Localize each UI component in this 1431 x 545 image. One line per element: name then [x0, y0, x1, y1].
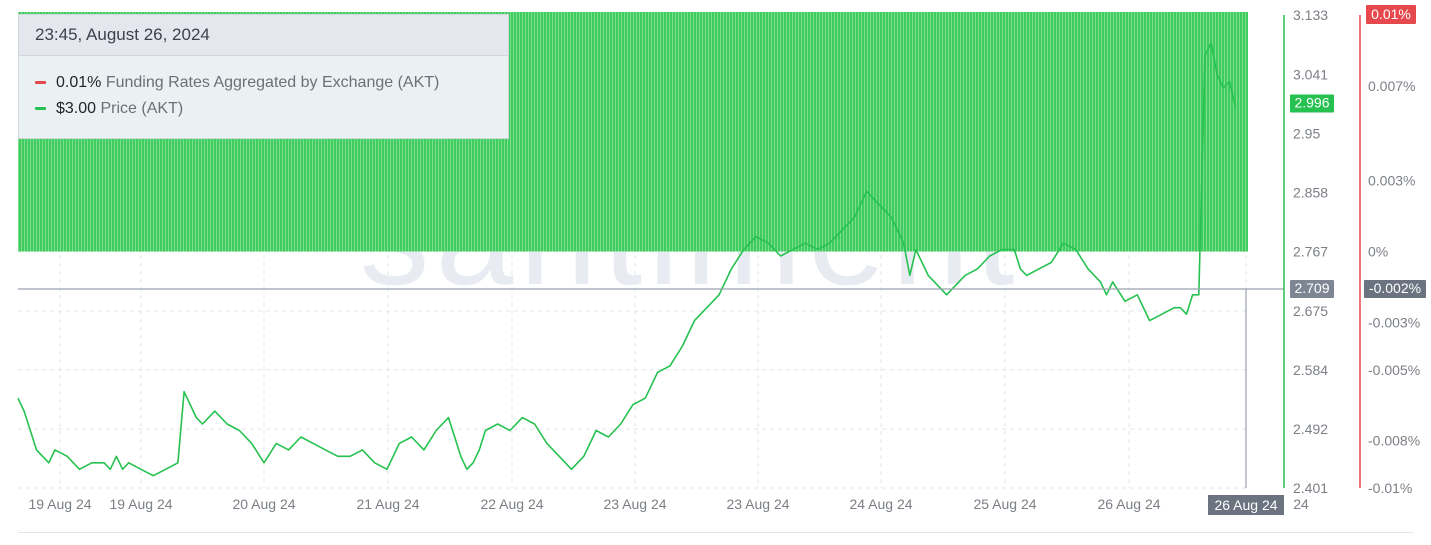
- y-left-tick-label: 3.041: [1293, 66, 1328, 82]
- crosshair-x-label-bg: [1208, 495, 1284, 515]
- y-left-tick-label: 2.95: [1293, 125, 1320, 141]
- bottom-navigator-bar[interactable]: [18, 532, 1413, 541]
- y-right-tick-label: 0.007%: [1368, 78, 1415, 94]
- y-left-tick-label: 3.133: [1293, 7, 1328, 23]
- y-left-tick-label: 2.858: [1293, 185, 1328, 201]
- y-left-tick-label: 2.584: [1293, 362, 1328, 378]
- y-right-tick-label: 0%: [1368, 244, 1388, 260]
- y-left-tick-label: 2.401: [1293, 480, 1328, 496]
- price-last-value-pill: 2.996: [1294, 95, 1329, 111]
- funding-value: 0.01%: [56, 74, 102, 91]
- x-tick-label: 21 Aug 24: [356, 496, 419, 512]
- crosshair-left-value-pill-bg: [1290, 279, 1334, 298]
- y-right-tick-label: 0.003%: [1368, 173, 1415, 189]
- price-line: [17, 42, 1237, 477]
- price-last-value-pill-bg: [1290, 94, 1334, 113]
- tooltip-row-price: $3.00 Price (AKT): [19, 97, 508, 121]
- y-left-tick-label: 2.492: [1293, 421, 1328, 437]
- y-left-tick-label: 2.767: [1293, 244, 1328, 260]
- crosshair-right-value-pill: -0.002%: [1369, 280, 1421, 296]
- funding-name: Funding Rates Aggregated by Exchange (AK…: [105, 74, 440, 91]
- funding-last-value-pill: 0.01%: [1371, 6, 1411, 22]
- x-tick-label: 25 Aug 24: [973, 496, 1036, 512]
- crosshair-left-value-pill: 2.709: [1294, 280, 1329, 296]
- y-right-tick-label: -0.003%: [1368, 314, 1420, 330]
- x-tick-label: 22 Aug 24: [480, 496, 543, 512]
- x-tick-label: 26 Aug 24: [1097, 496, 1160, 512]
- x-tick-label: 23 Aug 24: [603, 496, 666, 512]
- x-tick-label: 23 Aug 24: [726, 496, 789, 512]
- y-left-tick-label: 2.675: [1293, 303, 1328, 319]
- tooltip-datetime: 23:45, August 26, 2024: [19, 15, 508, 56]
- x-tick-label: 19 Aug 24: [109, 496, 172, 512]
- x-tick-label: 19 Aug 24: [28, 496, 91, 512]
- x-tick-label: 24 Aug 24: [849, 496, 912, 512]
- x-tick-label: 20 Aug 24: [232, 496, 295, 512]
- crosshair-x-label: 26 Aug 24: [1214, 497, 1277, 513]
- funding-swatch-icon: [35, 81, 46, 85]
- price-value: $3.00: [56, 100, 97, 117]
- price-swatch-icon: [35, 107, 46, 111]
- y-right-tick-label: -0.008%: [1368, 433, 1420, 449]
- y-right-tick-label: -0.01%: [1368, 480, 1412, 496]
- crosshair-right-value-pill-bg: [1364, 279, 1426, 298]
- tooltip-row-funding: 0.01% Funding Rates Aggregated by Exchan…: [19, 71, 508, 95]
- funding-last-value-pill-bg: [1366, 5, 1416, 24]
- x-tick-label: 24: [1293, 496, 1309, 512]
- chart-tooltip: 23:45, August 26, 2024 0.01% Funding Rat…: [18, 14, 509, 139]
- price-name: Price (AKT): [100, 100, 184, 117]
- y-right-tick-label: -0.005%: [1368, 362, 1420, 378]
